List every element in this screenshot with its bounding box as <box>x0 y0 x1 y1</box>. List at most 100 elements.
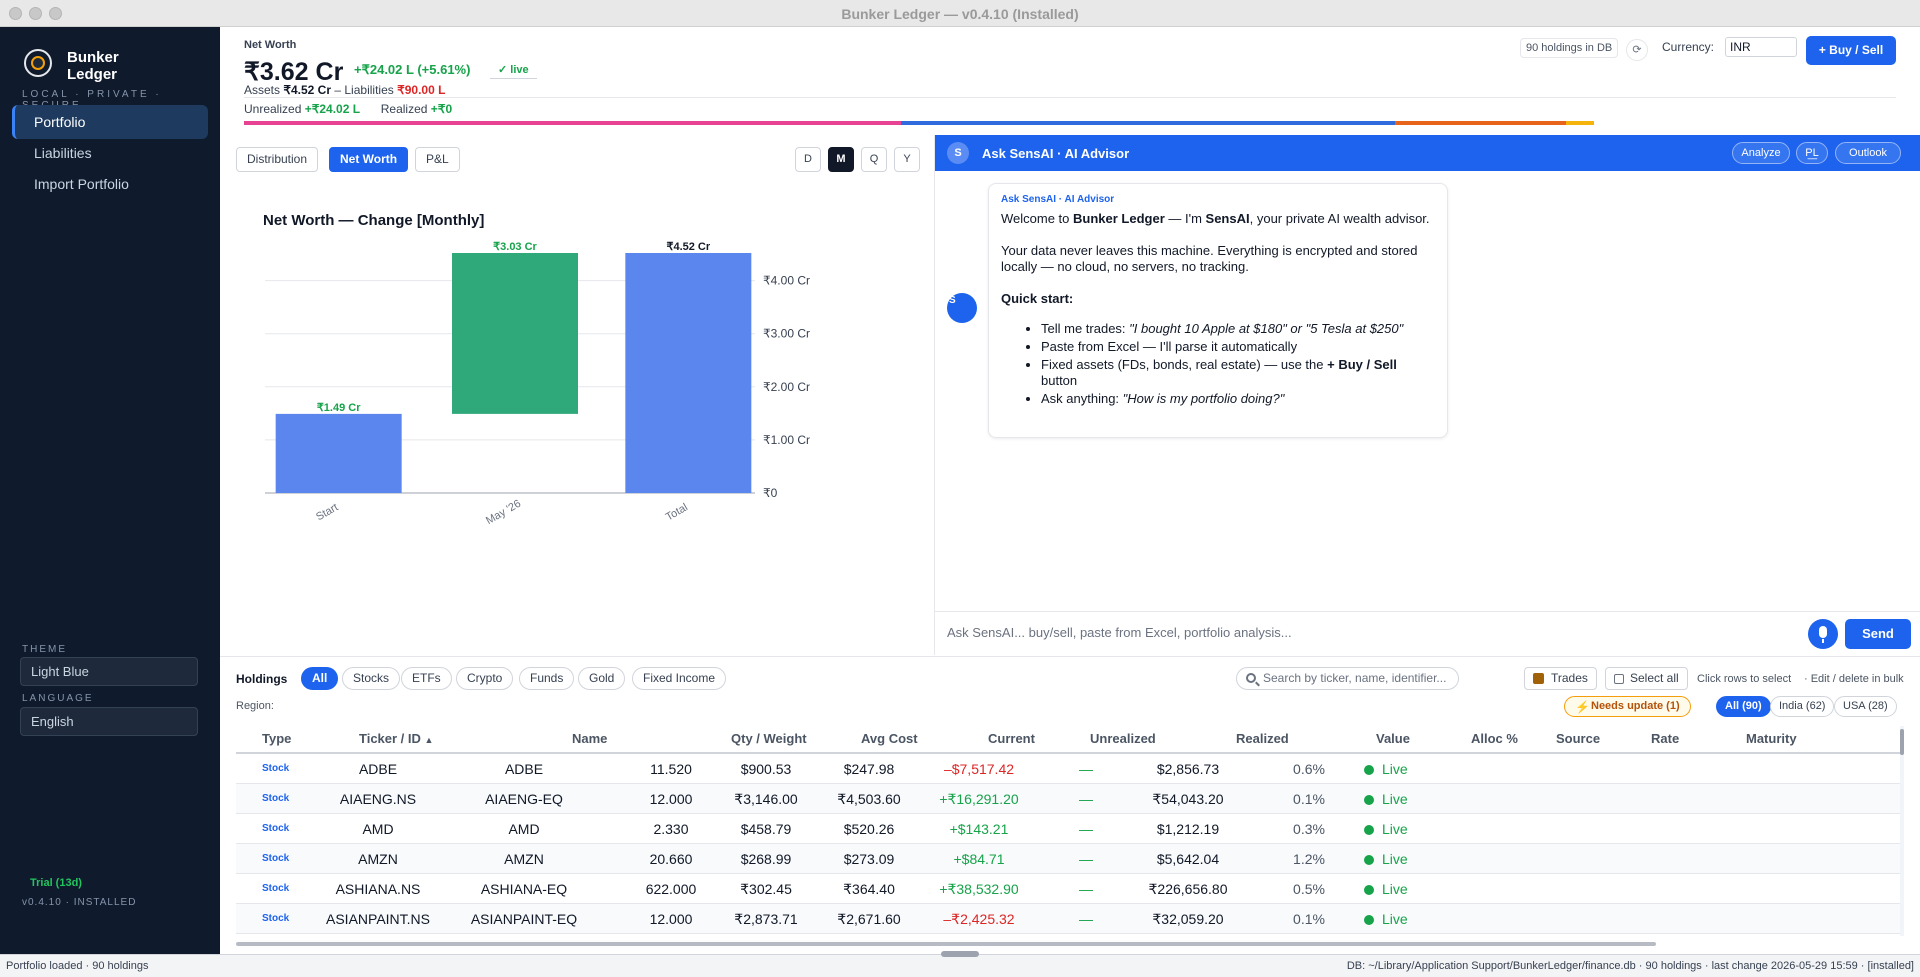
theme-label: THEME <box>22 644 67 655</box>
tab-distribution[interactable]: Distribution <box>236 147 319 172</box>
cell-alloc: 0.5% <box>1293 881 1325 897</box>
cell-source: Live <box>1364 904 1408 934</box>
theme-select[interactable]: Light Blue <box>20 657 198 686</box>
buy-sell-button[interactable]: + Buy / Sell <box>1806 36 1896 65</box>
needs-update-button[interactable]: ⚡ Needs update (1) <box>1564 696 1691 717</box>
bar-value-label: ₹4.52 Cr <box>666 241 710 253</box>
trades-button[interactable]: Trades <box>1524 667 1597 690</box>
allocation-bar <box>244 121 1896 125</box>
cell-alloc: 0.3% <box>1293 821 1325 837</box>
column-header-rate[interactable]: Rate <box>1651 731 1680 746</box>
column-header-source[interactable]: Source <box>1556 731 1601 746</box>
title-bar: Bunker Ledger — v0.4.10 (Installed) <box>0 0 1920 27</box>
table-row[interactable]: Stock ADBE ADBE 11.520 $900.53 $247.98 –$7,517… <box>236 754 1900 784</box>
column-header-alloc[interactable]: Alloc % <box>1471 731 1518 746</box>
outlook-button[interactable]: Outlook <box>1835 142 1901 164</box>
filter-stocks[interactable]: Stocks <box>342 667 401 690</box>
panel-resize-handle[interactable] <box>941 951 979 957</box>
column-header-qty[interactable]: Qty / Weight <box>731 731 807 746</box>
y-tick-label: ₹0 <box>763 486 778 500</box>
select-all-label: Select all <box>1630 671 1679 685</box>
period-m-button[interactable]: M <box>828 147 854 172</box>
select-all-button[interactable]: Select all <box>1605 667 1688 690</box>
cell-qty: 11.520 <box>650 761 692 777</box>
minimize-window-button[interactable] <box>29 7 42 20</box>
column-header-maturity[interactable]: Maturity <box>1746 731 1797 746</box>
type-badge: Stock <box>262 913 290 924</box>
period-q-button[interactable]: Q <box>861 147 887 172</box>
filter-all[interactable]: All <box>301 667 339 690</box>
holdings-count-badge: 90 holdings in DB <box>1520 38 1619 58</box>
filter-funds[interactable]: Funds <box>519 667 575 690</box>
tab-net-worth[interactable]: Net Worth <box>329 147 409 172</box>
period-d-button[interactable]: D <box>795 147 821 172</box>
allocation-segment <box>1565 121 1594 125</box>
holdings-title: Holdings <box>236 672 288 686</box>
cell-qty: 2.330 <box>653 821 689 837</box>
trades-label: Trades <box>1551 671 1588 685</box>
analyze-button[interactable]: Analyze <box>1732 142 1790 164</box>
filter-gold[interactable]: Gold <box>578 667 626 690</box>
currency-input[interactable]: INR <box>1725 37 1797 57</box>
pl-button[interactable]: P͟L <box>1796 142 1828 164</box>
bar-2 <box>625 253 752 493</box>
cell-avg: $458.79 <box>740 821 792 837</box>
chart-title: Net Worth — Change [Monthly] <box>263 212 484 229</box>
close-window-button[interactable] <box>9 7 22 20</box>
type-badge: Stock <box>262 793 290 804</box>
cell-qty: 622.000 <box>645 881 697 897</box>
cell-name: AMZN <box>504 851 544 867</box>
tab-pnl[interactable]: P&L <box>415 147 460 172</box>
table-row[interactable]: Stock AMD AMD 2.330 $458.79 $520.26 +$143.21 — $… <box>236 814 1900 844</box>
period-y-button[interactable]: Y <box>894 147 920 172</box>
column-header-realized[interactable]: Realized <box>1236 731 1289 746</box>
language-select[interactable]: English <box>20 707 198 736</box>
vertical-scrollbar[interactable] <box>1900 726 1904 936</box>
cell-alloc: 0.1% <box>1293 911 1325 927</box>
column-header-current[interactable]: Current <box>988 731 1035 746</box>
region-all[interactable]: All (90) <box>1716 696 1771 717</box>
live-status-icon <box>1364 915 1374 925</box>
cell-unrealized: +$143.21 <box>949 821 1009 837</box>
filter-crypto[interactable]: Crypto <box>456 667 514 690</box>
region-usa[interactable]: USA (28) <box>1834 696 1897 717</box>
unrealized-value: +₹24.02 L <box>304 102 361 116</box>
zoom-window-button[interactable] <box>49 7 62 20</box>
region-india[interactable]: India (62) <box>1770 696 1835 717</box>
table-row[interactable]: Stock ASIANPAINT.NS ASIANPAINT-EQ 12.000 ₹2,… <box>236 904 1900 934</box>
cell-realized: — <box>1079 791 1093 807</box>
advisor-input[interactable]: Ask SensAI... buy/sell, paste from Excel… <box>947 625 1292 640</box>
net-worth-label: Net Worth <box>244 39 297 51</box>
net-worth-waterfall-chart: Net Worth — Change [Monthly] ₹0 ₹1.00 Cr ₹… <box>263 212 810 527</box>
source-label: Live <box>1382 851 1408 867</box>
column-header-unrealized[interactable]: Unrealized <box>1090 731 1156 746</box>
allocation-segment <box>901 121 1396 125</box>
source-label: Live <box>1382 821 1408 837</box>
unrealized-label: Unrealized <box>244 102 302 116</box>
column-header-type[interactable]: Type <box>262 731 292 746</box>
refresh-icon[interactable]: ⟳ <box>1626 39 1648 61</box>
column-header-name[interactable]: Name <box>572 731 608 746</box>
ledger-icon <box>1533 673 1544 684</box>
table-row[interactable]: Stock AIAENG.NS AIAENG-EQ 12.000 ₹3,146.00 ₹4… <box>236 784 1900 814</box>
table-row[interactable]: Stock AMZN AMZN 20.660 $268.99 $273.09 +$84.71… <box>236 844 1900 874</box>
column-header-ticker[interactable]: Ticker / ID ▲ <box>359 731 434 746</box>
status-bar: Portfolio loaded · 90 holdings DB: ~/Lib… <box>0 951 1920 977</box>
microphone-icon[interactable] <box>1808 619 1838 649</box>
search-input[interactable]: Search by ticker, name, identifier... <box>1236 667 1459 690</box>
cell-ticker: ASHIANA.NS <box>335 881 421 897</box>
cell-current: $520.26 <box>843 821 895 837</box>
send-button[interactable]: Send <box>1845 619 1911 649</box>
cell-avg: $268.99 <box>740 851 792 867</box>
table-row[interactable]: Stock ASHIANA.NS ASHIANA-EQ 622.000 ₹302.45 ₹… <box>236 874 1900 904</box>
type-badge: Stock <box>262 883 290 894</box>
filter-fixed-income[interactable]: Fixed Income <box>632 667 727 690</box>
filter-etfs[interactable]: ETFs <box>401 667 452 690</box>
sidebar-item-portfolio[interactable]: Portfolio <box>12 105 208 139</box>
column-header-avg-cost[interactable]: Avg Cost <box>861 731 918 746</box>
sidebar-item-liabilities[interactable]: Liabilities <box>34 145 92 161</box>
sidebar-item-import-portfolio[interactable]: Import Portfolio <box>34 176 129 192</box>
horizontal-scrollbar[interactable] <box>236 942 1656 946</box>
assets-label: Assets <box>244 83 281 97</box>
column-header-value[interactable]: Value <box>1376 731 1410 746</box>
